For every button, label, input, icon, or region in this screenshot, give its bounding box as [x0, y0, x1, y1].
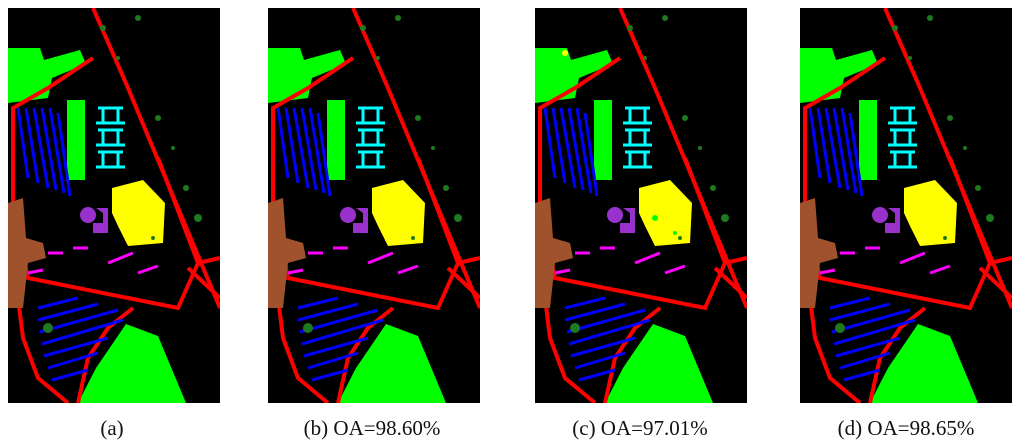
caption: (d) OA=98.65% [776, 416, 1014, 441]
caption: (a) [0, 416, 242, 441]
classification-map [800, 8, 1012, 403]
classification-map [8, 8, 220, 403]
classification-map [268, 8, 480, 403]
caption: (b) OA=98.60% [242, 416, 502, 441]
figure: (a) (b) OA=98.60% (c) OA=97.01% (d) OA=9… [0, 0, 1014, 448]
classification-map [535, 8, 747, 403]
caption: (c) OA=97.01% [510, 416, 770, 441]
